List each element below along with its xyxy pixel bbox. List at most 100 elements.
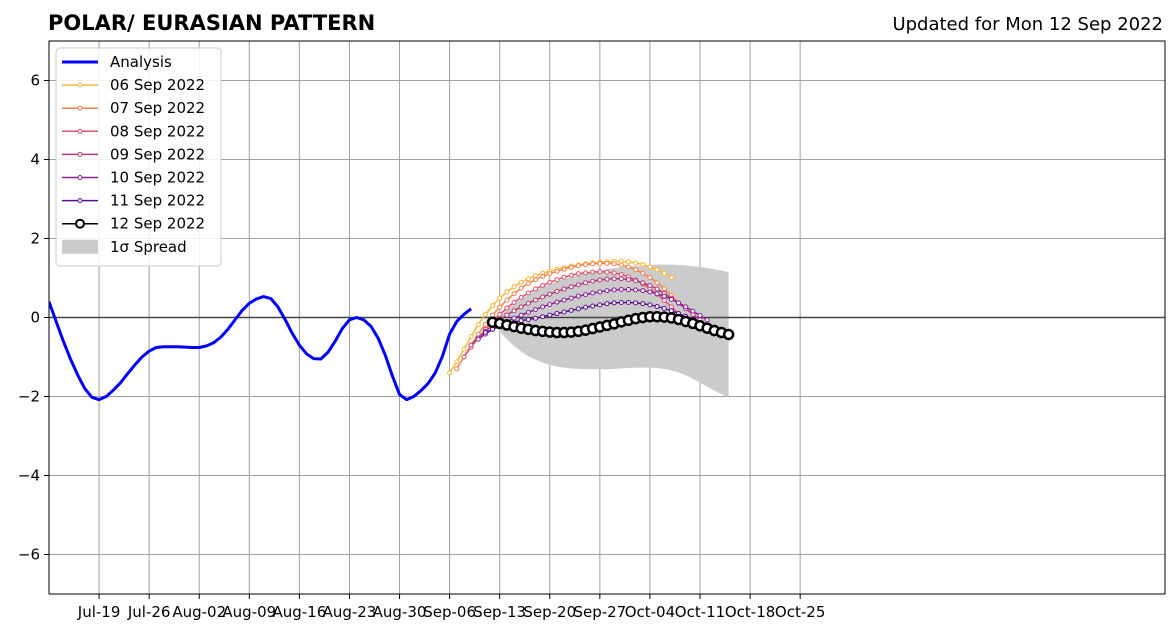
forecast-point [475, 336, 481, 342]
forecast-point [604, 269, 610, 275]
forecast-point [525, 309, 531, 315]
forecast-point [618, 286, 624, 292]
x-tick-label: Sep-20 [523, 603, 576, 621]
forecast-point [518, 312, 524, 318]
forecast-point [611, 276, 617, 282]
legend-swatch-marker [77, 82, 83, 88]
forecast-point [590, 303, 596, 309]
legend-label: 06 Sep 2022 [110, 76, 205, 94]
forecast-point [540, 304, 546, 310]
forecast-point [468, 342, 474, 348]
forecast-point [525, 276, 531, 282]
forecast-point [454, 366, 460, 372]
forecast-point [647, 302, 653, 308]
forecast-point [575, 271, 581, 277]
y-tick-label: −2 [18, 388, 40, 406]
forecast-point [661, 298, 667, 304]
forecast-point [661, 270, 667, 276]
forecast-point [554, 311, 560, 317]
forecast-point [540, 283, 546, 289]
forecast-point [661, 293, 667, 299]
plot-layer [49, 258, 1165, 402]
forecast-point [647, 264, 653, 270]
forecast-point [511, 315, 517, 321]
y-tick-label: 2 [30, 230, 40, 248]
x-tick-label: Jul-19 [77, 603, 121, 621]
x-tick-label: Oct-11 [675, 603, 725, 621]
forecast-point [647, 275, 653, 281]
x-tick-label: Jul-26 [127, 603, 171, 621]
forecast-point [654, 286, 660, 292]
forecast-point [568, 264, 574, 270]
forecast-point [583, 292, 589, 298]
y-tick-label: −6 [18, 546, 40, 564]
x-tick-label: Sep-06 [423, 603, 476, 621]
forecast-point [625, 259, 631, 265]
forecast-point [640, 301, 646, 307]
forecast-point [633, 260, 639, 266]
forecast-point [640, 288, 646, 294]
x-tick-label: Aug-30 [373, 603, 427, 621]
legend-label: 09 Sep 2022 [110, 145, 205, 163]
forecast-point [640, 262, 646, 268]
forecast-point [547, 279, 553, 285]
legend-label: 08 Sep 2022 [110, 122, 205, 140]
forecast-point [640, 270, 646, 276]
forecast-point [625, 299, 631, 305]
forecast-point [518, 285, 524, 291]
x-tick-label: Aug-16 [272, 603, 326, 621]
forecast-point [475, 322, 481, 328]
forecast-point [554, 277, 560, 283]
legend-label: 07 Sep 2022 [110, 99, 205, 117]
forecast-point [568, 272, 574, 278]
forecast-point [611, 287, 617, 293]
forecast-point [547, 291, 553, 297]
forecast-point [554, 268, 560, 274]
latest-forecast-point [722, 328, 735, 341]
legend: Analysis 06 Sep 2022 07 Sep 2022 08 Sep 202… [55, 47, 222, 267]
forecast-point [504, 289, 510, 295]
forecast-point [532, 315, 538, 321]
x-tick-label: Aug-09 [222, 603, 276, 621]
forecast-point [532, 286, 538, 292]
forecast-point [454, 359, 460, 365]
forecast-point [683, 304, 689, 310]
forecast-point [668, 296, 674, 302]
forecast-point [590, 290, 596, 296]
forecast-point [511, 308, 517, 314]
forecast-point [532, 297, 538, 303]
forecast-point [511, 284, 517, 290]
forecast-point [640, 280, 646, 286]
forecast-point [633, 267, 639, 273]
forecast-point [540, 314, 546, 320]
forecast-point [697, 313, 703, 319]
chart-title: POLAR/ EURASIAN PATTERN [48, 11, 375, 35]
forecast-point [518, 318, 524, 324]
forecast-point [690, 308, 696, 314]
forecast-point [461, 354, 467, 360]
x-tick-label: Sep-13 [473, 603, 526, 621]
forecast-point [482, 321, 488, 327]
forecast-point [447, 370, 453, 376]
forecast-point [590, 261, 596, 267]
forecast-point [583, 262, 589, 268]
chart-subtitle: Updated for Mon 12 Sep 2022 [892, 14, 1163, 35]
legend-label: 11 Sep 2022 [110, 192, 205, 210]
forecast-point [654, 291, 660, 297]
legend-swatch-marker [77, 151, 83, 157]
forecast-point [597, 277, 603, 283]
forecast-point [676, 300, 682, 306]
forecast-point [618, 262, 624, 268]
forecast-point [532, 277, 538, 283]
forecast-point [590, 269, 596, 275]
forecast-point [611, 261, 617, 267]
forecast-point [518, 304, 524, 310]
forecast-point [668, 304, 674, 310]
forecast-point [554, 299, 560, 305]
forecast-point [497, 295, 503, 301]
forecast-point [518, 294, 524, 300]
forecast-point [604, 276, 610, 282]
forecast-point [625, 277, 631, 283]
forecast-point [590, 278, 596, 284]
forecast-point [525, 316, 531, 322]
